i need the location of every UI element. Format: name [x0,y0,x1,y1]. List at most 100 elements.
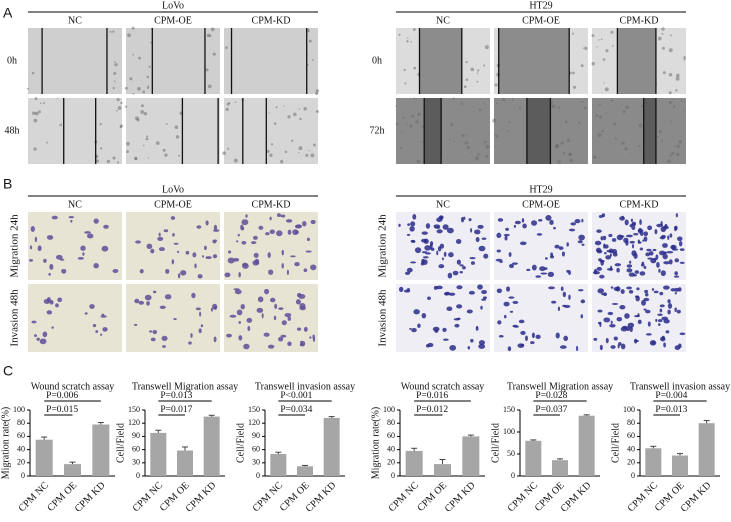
stained-cell [294,261,300,267]
cell [683,110,685,113]
cell [478,108,482,112]
cell [562,151,565,155]
stained-cell [236,309,243,316]
stained-cell [562,291,567,298]
cell [602,58,606,61]
cell [599,115,603,119]
stained-cell [454,323,460,328]
cell [116,161,120,164]
stained-cell [644,289,649,294]
stained-cell [597,321,602,325]
stained-cell [199,311,202,317]
cell [584,46,588,50]
cell [400,146,403,149]
cell [308,149,310,152]
stained-cell [294,224,302,229]
stained-cell [57,297,63,303]
y-tick-label: 60 [627,431,635,440]
stained-cell [434,329,439,333]
stained-cell [241,219,249,226]
stained-cell [309,336,312,339]
cell [557,160,561,164]
stained-cell [633,233,639,236]
cell [461,133,465,137]
bar [525,440,542,476]
stained-cell [258,225,264,230]
stained-cell [286,269,289,276]
cell [210,27,215,32]
stained-cell [302,221,307,227]
stained-cell [505,227,509,231]
cell [114,61,116,63]
y-tick-label: 20 [627,458,635,467]
stained-cell [192,252,197,258]
stained-cell [190,333,193,338]
cell [447,158,449,160]
y-axis-label: Cell/Field [115,423,126,463]
y-tick-label: 60 [252,444,260,453]
cell [477,69,480,72]
cell [476,80,479,83]
stained-cell [436,285,443,290]
cell [143,112,148,116]
cell [132,54,135,56]
cell [657,136,659,138]
stained-cell [508,296,515,299]
cell [578,121,581,124]
stained-cell [467,346,471,350]
stained-cell [616,317,623,322]
stained-cell [666,250,674,254]
cell [605,49,609,53]
x-tick-label: CPM NC [387,480,422,515]
stained-cell [299,303,306,309]
cell [483,102,486,105]
stained-cell [269,297,276,303]
stained-cell [213,224,218,231]
stained-cell [241,241,247,245]
stained-cell [509,310,514,313]
stained-cell [165,268,170,274]
bar [150,432,167,476]
cell [597,133,602,138]
cell [395,105,397,107]
stained-cell [197,274,203,279]
stained-cell [657,313,663,316]
stained-cell [406,233,411,236]
stained-cell [201,255,205,258]
cell [483,64,486,67]
cell [116,97,120,102]
stained-cell [300,340,303,345]
cell [148,65,151,68]
chart-title: Wound scratch assay [31,381,115,392]
stained-cell [596,229,602,233]
stained-cell [252,235,258,240]
stained-cell [506,286,511,292]
stained-cell [512,300,519,304]
cell [675,76,680,81]
stained-cell [555,332,560,339]
row-label: 0h [7,55,17,66]
cell [678,139,682,144]
stained-cell [639,271,646,276]
column-label: CPM-KD [620,199,659,210]
stained-cell [411,327,417,333]
stained-cell [469,256,476,260]
cell [112,156,116,160]
cell [284,150,288,154]
y-tick-label: 0 [391,471,395,480]
stained-cell [620,326,628,332]
stained-cell [407,223,410,226]
stained-cell [436,250,439,256]
stained-cell [522,223,527,229]
stained-cell [643,236,648,242]
stained-cell [159,305,166,310]
stained-cell [195,307,201,311]
stained-cell [235,240,239,243]
stained-cell [647,225,653,231]
stained-cell [310,219,316,225]
cell [464,141,469,145]
cell [554,144,559,149]
cell [571,32,575,35]
cell [27,87,30,90]
cell [138,56,141,60]
